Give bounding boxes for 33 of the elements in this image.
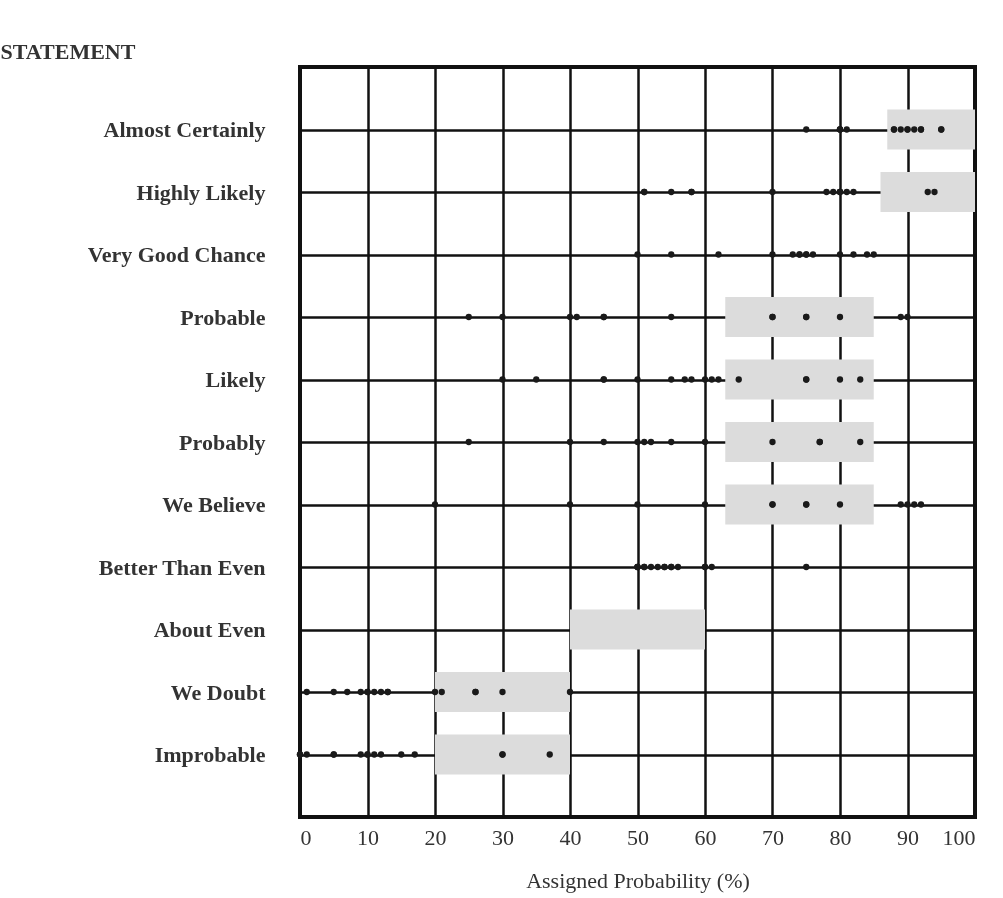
y-tick-label: Improbable	[154, 742, 266, 767]
x-tick-label: 0	[300, 824, 312, 850]
y-tick-label: Probable	[180, 304, 266, 330]
bar	[435, 734, 570, 775]
y-tick-label: We Believe	[162, 492, 266, 517]
bar	[435, 672, 570, 712]
bar	[725, 422, 874, 462]
x-tick-label: 20	[424, 824, 447, 850]
y-tick-label: Highly Likely	[136, 179, 266, 205]
bar	[887, 109, 975, 150]
bar	[725, 484, 874, 525]
y-tick-label: About Even	[153, 617, 266, 642]
x-tick-label: 100	[942, 824, 976, 850]
bar	[725, 297, 874, 337]
y-tick-label: Almost Certainly	[103, 117, 266, 142]
y-tick-label: We Doubt	[170, 679, 267, 705]
x-tick-label: 50	[627, 824, 649, 850]
y-tick-label: Very Good Chance	[87, 242, 266, 267]
bar	[880, 172, 975, 212]
x-tick-label: 10	[357, 824, 379, 850]
x-tick-label: 70	[762, 824, 784, 850]
x-tick-label: 60	[694, 824, 717, 850]
y-tick-label: Probably	[179, 429, 266, 455]
y-axis-title: STATEMENT	[0, 38, 136, 64]
bar	[725, 359, 874, 400]
x-tick-label: 80	[829, 824, 852, 850]
x-tick-label: 90	[897, 824, 919, 850]
bar	[570, 609, 705, 650]
y-tick-label: Better Than Even	[98, 554, 266, 580]
y-tick-label: Likely	[205, 367, 266, 392]
x-axis-title: Assigned Probability (%)	[526, 867, 750, 893]
x-tick-label: 30	[492, 824, 514, 850]
x-tick-label: 40	[559, 824, 582, 850]
